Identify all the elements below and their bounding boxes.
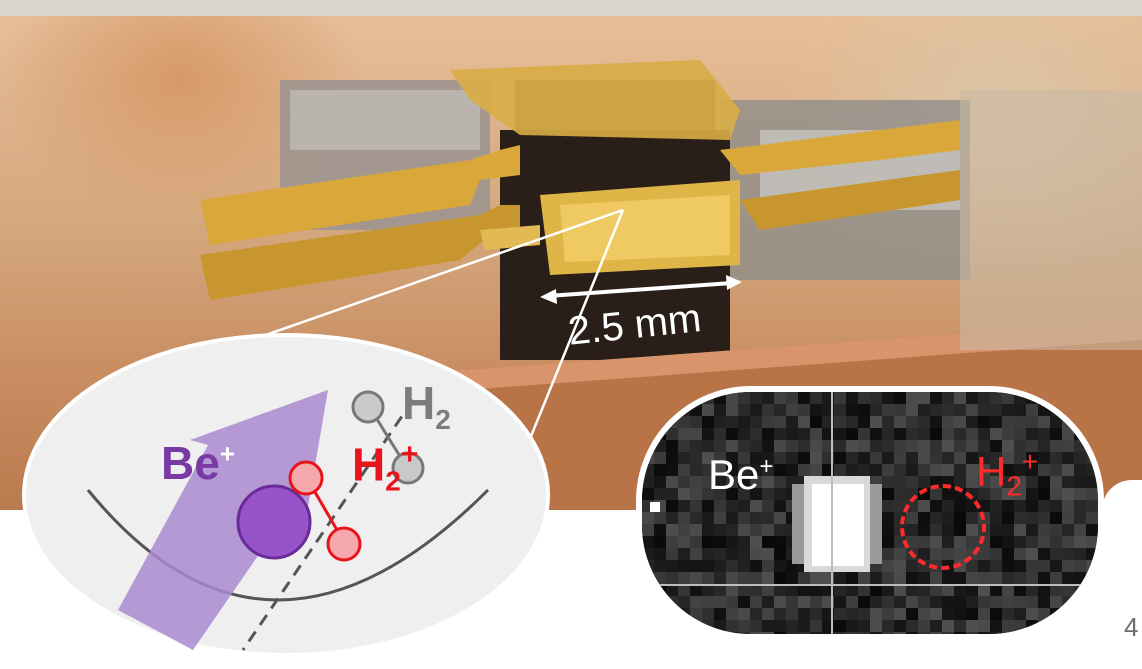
schematic-be-label: Be+: [161, 440, 235, 486]
schematic-h2-subscript: 2: [435, 404, 451, 436]
inset-h2-ion-label: H2+: [976, 448, 1038, 500]
top-strip: [0, 0, 1142, 16]
h2-ion-atom-b: [326, 526, 362, 562]
page-number: 4: [1124, 612, 1139, 642]
inset-be-text: Be: [708, 451, 760, 498]
inset-h2-ion-charge: +: [1021, 446, 1039, 477]
h2-atom-a: [351, 390, 385, 424]
laser-beam-arrow: [118, 390, 328, 650]
inset-be-charge: +: [759, 453, 774, 480]
schematic-h2-ion-text: H: [352, 438, 386, 491]
camera-image: [642, 392, 1098, 634]
h2-atom-b: [391, 451, 425, 485]
schematic-h2-ion-subscript: 2: [385, 465, 401, 497]
schematic-be-charge: +: [219, 438, 235, 469]
fluorescence-image-inset: Be+ H2+: [636, 386, 1104, 640]
schematic-h2-ion-label: H2+: [352, 440, 418, 496]
dashed-axis: [241, 399, 415, 651]
ion-schematic: [22, 333, 550, 657]
schematic-be-text: Be: [161, 437, 220, 489]
h2-ion-position-ring: [900, 484, 986, 570]
inset-be-label: Be+: [708, 454, 773, 496]
inset-h2-ion-subscript: 2: [1006, 470, 1022, 502]
h2-ion-atom-a: [288, 460, 324, 496]
schematic-h2-ion-charge: +: [400, 438, 419, 471]
schematic-h2-label: H2: [402, 380, 451, 434]
inset-h2-ion-text: H: [976, 448, 1007, 495]
schematic-h2-text: H: [402, 377, 436, 429]
be-ion: [236, 484, 312, 560]
